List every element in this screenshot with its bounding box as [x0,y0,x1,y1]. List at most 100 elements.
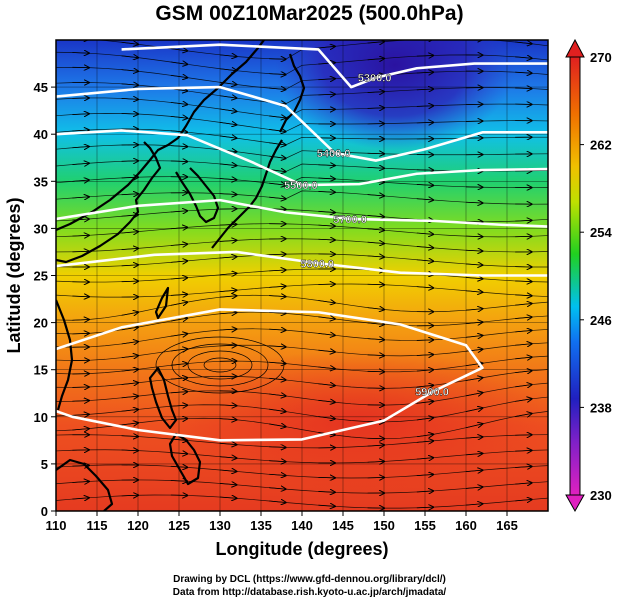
wind-arrow [465,453,482,454]
wind-arrow [219,164,236,166]
wind-arrow [465,277,482,278]
wind-arrow [269,488,285,489]
wind-arrow [269,394,285,396]
warm-core-shading [160,350,548,490]
wind-arrow [465,202,482,203]
wind-arrow [121,436,138,437]
wind-arrow [515,42,531,44]
wind-arrow [72,429,88,430]
x-tick-label: 110 [46,518,67,533]
wind-arrow [219,345,236,346]
wind-arrow [269,346,285,347]
contour-label: 5700.0 [333,214,367,226]
x-axis-label: Longitude (degrees) [215,539,388,559]
wind-arrow [219,405,236,406]
coastline-japan-kyushu-honshu [211,139,283,249]
coastline-luzon [148,366,178,430]
wind-arrow [269,409,285,411]
y-tick-label: 20 [34,316,48,331]
colorbar-tick-label: 262 [590,138,612,153]
wind-arrow [121,383,138,385]
wind-arrow [367,92,384,93]
y-tick-label: 0 [41,504,48,519]
wind-arrow [318,333,334,335]
wind-arrow [72,296,88,297]
wind-arrow [515,72,531,73]
wind-arrow [515,304,531,306]
wind-arrow [269,254,285,255]
y-tick-label: 35 [34,174,48,189]
x-tick-label: 150 [373,518,395,533]
wind-arrow [318,317,334,319]
wind-arrow [269,286,285,287]
wind-arrow [219,419,236,420]
wind-arrow [121,423,138,425]
wind-arrow [515,344,531,346]
wind-arrow [121,495,138,496]
wind-arrow [465,393,482,396]
wind-arrow [367,284,384,285]
wind-arrow [465,408,482,412]
wind-arrow [219,273,236,274]
wind-arrow [367,355,384,356]
x-tick-label: 135 [250,518,272,533]
wind-arrow [367,42,384,43]
wind-arrow [515,88,531,89]
wind-arrow [367,229,384,230]
x-tick-label: 130 [209,518,231,533]
wind-arrow [465,424,482,429]
wind-arrow [318,178,334,179]
wind-arrow [219,96,236,98]
x-tick-label: 125 [168,518,190,533]
contour-label: 5800.0 [300,258,334,270]
height-contour [56,129,548,187]
wind-arrow [72,414,88,415]
wind-arrow [219,483,236,484]
wind-arrow [72,197,88,198]
wind-arrow [121,356,138,358]
wind-arrow [121,265,138,266]
wind-arrow [318,94,334,95]
height-contour [56,308,484,442]
wind-arrow [367,308,384,310]
y-tick-label: 15 [34,363,48,378]
wind-arrow [72,146,88,147]
wind-arrow [121,194,138,195]
wind-arrow [219,179,236,180]
wind-arrow [219,296,236,297]
wind-arrow [72,52,88,53]
wind-arrow [121,248,138,249]
wind-arrow [515,330,531,331]
wind-arrow [72,163,88,164]
wind-arrow [465,470,482,471]
x-tick-label: 120 [127,518,149,533]
wind-arrow [515,483,531,484]
wind-arrow [367,339,384,340]
wind-arrow [318,505,334,506]
wind-arrow [465,487,482,488]
height-contour [56,250,548,277]
wind-arrow [121,409,138,411]
wind-arrow [269,461,285,462]
y-tick-label: 25 [34,269,48,284]
wind-arrow [367,195,384,196]
wind-arrow [515,57,531,58]
y-axis-label: Latitude (degrees) [4,197,24,353]
wind-arrow [465,236,482,237]
wind-arrow [269,501,285,502]
wind-arrow [465,291,482,292]
wind-arrow [219,55,236,57]
wind-arrow [515,317,531,319]
wind-arrow [72,114,88,115]
x-tick-label: 115 [87,518,108,533]
coastline-asia-mainland [56,40,265,232]
wind-arrow [219,194,236,195]
wind-arrow [465,437,482,438]
wind-arrow [318,350,334,352]
y-tick-label: 40 [34,127,48,142]
wind-arrow [465,504,482,505]
wind-arrow [318,63,334,64]
wind-arrow [121,450,138,451]
wind-arrow [269,378,285,380]
wind-arrow [367,167,384,168]
